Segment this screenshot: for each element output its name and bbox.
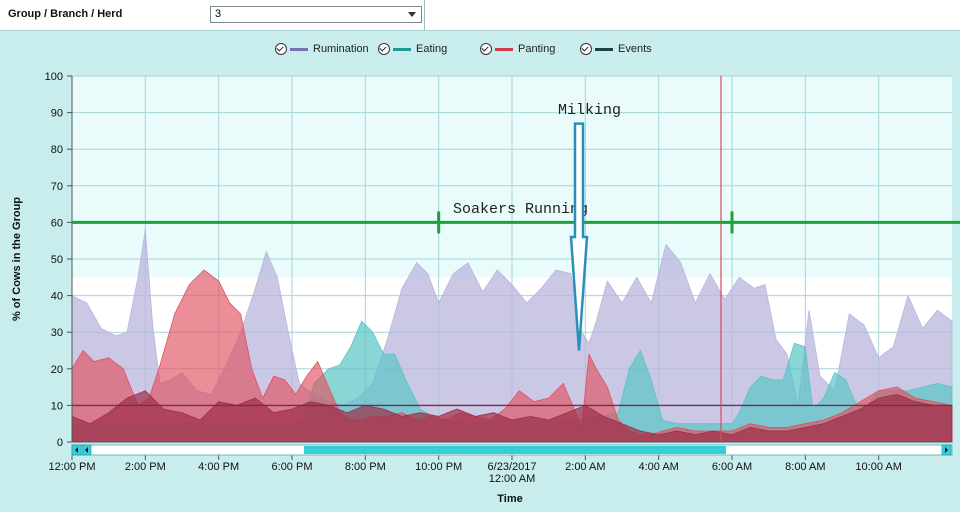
x-tick-label: 10:00 PM bbox=[415, 461, 462, 473]
legend-label: Events bbox=[618, 43, 652, 55]
legend-swatch bbox=[595, 47, 613, 51]
group-select-value: 3 bbox=[215, 8, 222, 20]
x-tick-label: 8:00 PM bbox=[345, 461, 386, 473]
legend-label: Eating bbox=[416, 43, 448, 55]
checkbox-icon[interactable] bbox=[275, 43, 287, 55]
y-tick-label: 20 bbox=[51, 364, 63, 376]
x-tick-label: 2:00 AM bbox=[565, 461, 605, 473]
group-branch-herd-label: Group / Branch / Herd bbox=[8, 8, 123, 20]
x-tick-label-secondary: 12:00 AM bbox=[489, 473, 535, 485]
x-tick-label: 6:00 AM bbox=[712, 461, 752, 473]
y-tick-label: 70 bbox=[51, 181, 63, 193]
y-tick-label: 10 bbox=[51, 400, 63, 412]
x-tick-label: 12:00 PM bbox=[48, 461, 95, 473]
y-tick-label: 30 bbox=[51, 327, 63, 339]
soakers-annotation: Soakers Running bbox=[453, 201, 588, 218]
chevron-down-icon[interactable] bbox=[405, 8, 419, 21]
x-tick-label: 2:00 PM bbox=[125, 461, 166, 473]
series-area-events bbox=[71, 390, 953, 443]
checkbox-icon[interactable] bbox=[480, 43, 492, 55]
legend-swatch bbox=[290, 47, 308, 51]
toolbar-divider bbox=[424, 0, 425, 30]
legend-item-rumination[interactable]: Rumination bbox=[275, 42, 369, 56]
y-tick-label: 90 bbox=[51, 108, 63, 120]
y-tick-label: 100 bbox=[45, 71, 63, 83]
toolbar: Group / Branch / Herd 3 bbox=[0, 0, 960, 31]
x-axis-label: Time bbox=[497, 493, 522, 505]
y-tick-label: 80 bbox=[51, 144, 63, 156]
checkbox-icon[interactable] bbox=[580, 43, 592, 55]
y-axis-label: % of Cows in the Group bbox=[11, 197, 23, 321]
legend-item-panting[interactable]: Panting bbox=[480, 42, 555, 56]
legend-label: Rumination bbox=[313, 43, 369, 55]
legend-item-events[interactable]: Events bbox=[580, 42, 652, 56]
checkbox-icon[interactable] bbox=[378, 43, 390, 55]
x-tick-label: 6:00 PM bbox=[272, 461, 313, 473]
legend-swatch bbox=[393, 47, 411, 51]
x-tick-label: 4:00 PM bbox=[198, 461, 239, 473]
legend-label: Panting bbox=[518, 43, 556, 55]
legend-item-eating[interactable]: Eating bbox=[378, 42, 447, 56]
x-tick-label: 6/23/2017 bbox=[488, 461, 537, 473]
arrow-left-icon[interactable] bbox=[75, 447, 78, 453]
group-select[interactable]: 3 bbox=[210, 6, 422, 23]
y-tick-label: 40 bbox=[51, 291, 63, 303]
milking-arrow bbox=[569, 122, 589, 351]
y-tick-label: 60 bbox=[51, 217, 63, 229]
arrow-right-icon[interactable] bbox=[945, 447, 948, 453]
time-scrollbar-thumb[interactable] bbox=[304, 446, 726, 454]
x-tick-label: 8:00 AM bbox=[785, 461, 825, 473]
x-tick-label: 10:00 AM bbox=[855, 461, 901, 473]
y-tick-label: 50 bbox=[51, 254, 63, 266]
chart-legend: Rumination Eating Panting Events bbox=[0, 42, 960, 58]
x-tick-label: 4:00 AM bbox=[638, 461, 678, 473]
arrow-left-icon[interactable] bbox=[85, 447, 88, 453]
y-tick-label: 0 bbox=[57, 437, 63, 449]
legend-swatch bbox=[495, 47, 513, 51]
milking-annotation: Milking bbox=[558, 102, 621, 119]
